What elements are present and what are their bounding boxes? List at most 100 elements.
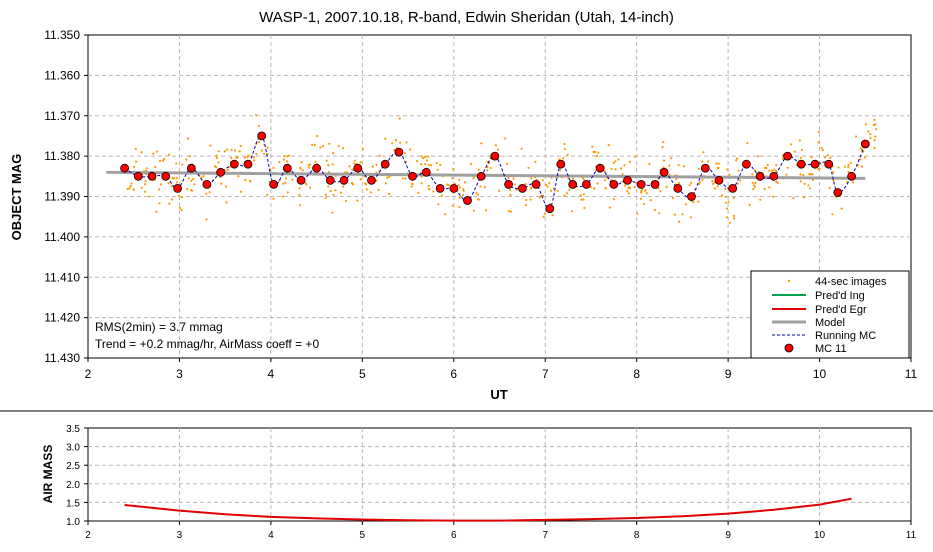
image-point xyxy=(640,190,643,193)
airmass-x-tick-label: 8 xyxy=(634,530,640,541)
airmass-plot-area xyxy=(87,427,912,522)
image-point xyxy=(342,185,345,188)
legend-label-egress: Pred'd Egr xyxy=(815,304,867,316)
image-point xyxy=(190,189,194,192)
image-point xyxy=(727,200,730,203)
image-point xyxy=(238,150,241,153)
rms-annotation: RMS(2min) = 3.7 mmag xyxy=(95,320,223,334)
image-point xyxy=(556,189,559,192)
image-point xyxy=(811,173,814,176)
mc-point xyxy=(531,179,541,189)
image-point xyxy=(479,185,482,188)
image-point xyxy=(621,172,624,176)
main-x-tick-label: 7 xyxy=(542,367,549,381)
image-point xyxy=(417,191,420,194)
image-point xyxy=(424,163,427,166)
image-point xyxy=(133,165,136,168)
image-point xyxy=(190,179,193,182)
airmass-marks xyxy=(124,497,852,522)
image-point xyxy=(284,181,287,184)
image-point xyxy=(752,184,756,187)
image-point xyxy=(751,173,754,176)
image-point xyxy=(563,142,566,146)
image-point xyxy=(257,124,260,127)
image-point xyxy=(484,209,488,212)
image-point xyxy=(562,157,565,160)
image-point xyxy=(725,216,729,219)
image-point xyxy=(399,141,402,144)
image-point xyxy=(546,185,549,188)
image-point xyxy=(541,194,545,197)
image-point xyxy=(401,177,404,180)
image-point xyxy=(582,198,585,201)
legend-box xyxy=(750,270,910,359)
image-point xyxy=(202,175,205,178)
mc-point xyxy=(229,159,239,169)
image-point xyxy=(193,183,196,186)
image-point xyxy=(155,150,158,153)
image-point xyxy=(580,198,583,201)
image-point xyxy=(849,161,852,164)
image-point xyxy=(301,169,304,172)
image-point xyxy=(215,154,218,157)
image-point xyxy=(644,189,647,192)
image-point xyxy=(299,166,302,169)
image-point xyxy=(604,187,607,190)
image-point xyxy=(817,141,820,144)
airmass-x-tick-label: 4 xyxy=(268,530,274,541)
image-point xyxy=(565,192,569,195)
image-point xyxy=(180,196,183,199)
image-point xyxy=(792,196,795,200)
legend-item-model: Model xyxy=(772,317,845,329)
image-point xyxy=(126,188,129,191)
image-point xyxy=(253,159,256,162)
image-point xyxy=(798,139,801,142)
image-point xyxy=(673,213,676,216)
image-point xyxy=(875,128,878,131)
image-point xyxy=(322,145,325,148)
image-point xyxy=(717,162,720,165)
image-point xyxy=(140,151,143,154)
image-point xyxy=(364,182,367,185)
image-point xyxy=(398,117,401,120)
airmass-y-tick-label: 2.5 xyxy=(66,461,80,472)
main-x-tick-label: 2 xyxy=(85,367,92,381)
mc-point xyxy=(796,159,806,169)
image-point xyxy=(757,155,760,158)
legend-label-mc: MC 11 xyxy=(815,343,847,355)
mc-point xyxy=(504,179,514,189)
image-point xyxy=(828,187,831,190)
main-y-tick-label: 11.350 xyxy=(44,28,80,42)
mc-point xyxy=(824,159,834,169)
image-point xyxy=(313,143,316,147)
image-point xyxy=(860,165,864,168)
image-point xyxy=(684,203,688,206)
image-point xyxy=(458,205,461,209)
image-point xyxy=(457,184,460,187)
image-point xyxy=(682,165,686,168)
mc-point xyxy=(568,179,578,189)
image-point xyxy=(665,185,668,189)
mc-point xyxy=(490,151,500,161)
image-point xyxy=(873,118,876,121)
image-point xyxy=(420,155,424,158)
image-point xyxy=(167,182,170,185)
image-point xyxy=(717,166,720,169)
airmass-line xyxy=(124,497,852,522)
image-point xyxy=(192,178,195,181)
image-point xyxy=(325,159,328,162)
image-point xyxy=(140,186,143,189)
image-point xyxy=(607,144,610,147)
image-point xyxy=(252,156,255,159)
image-point xyxy=(873,139,876,142)
image-point xyxy=(427,163,430,167)
image-point xyxy=(509,193,512,197)
image-point xyxy=(458,196,461,199)
image-point xyxy=(180,208,183,212)
mc-point xyxy=(463,196,472,205)
image-point xyxy=(811,178,815,182)
image-point xyxy=(509,210,513,213)
image-point xyxy=(507,176,510,179)
image-point xyxy=(461,194,465,197)
